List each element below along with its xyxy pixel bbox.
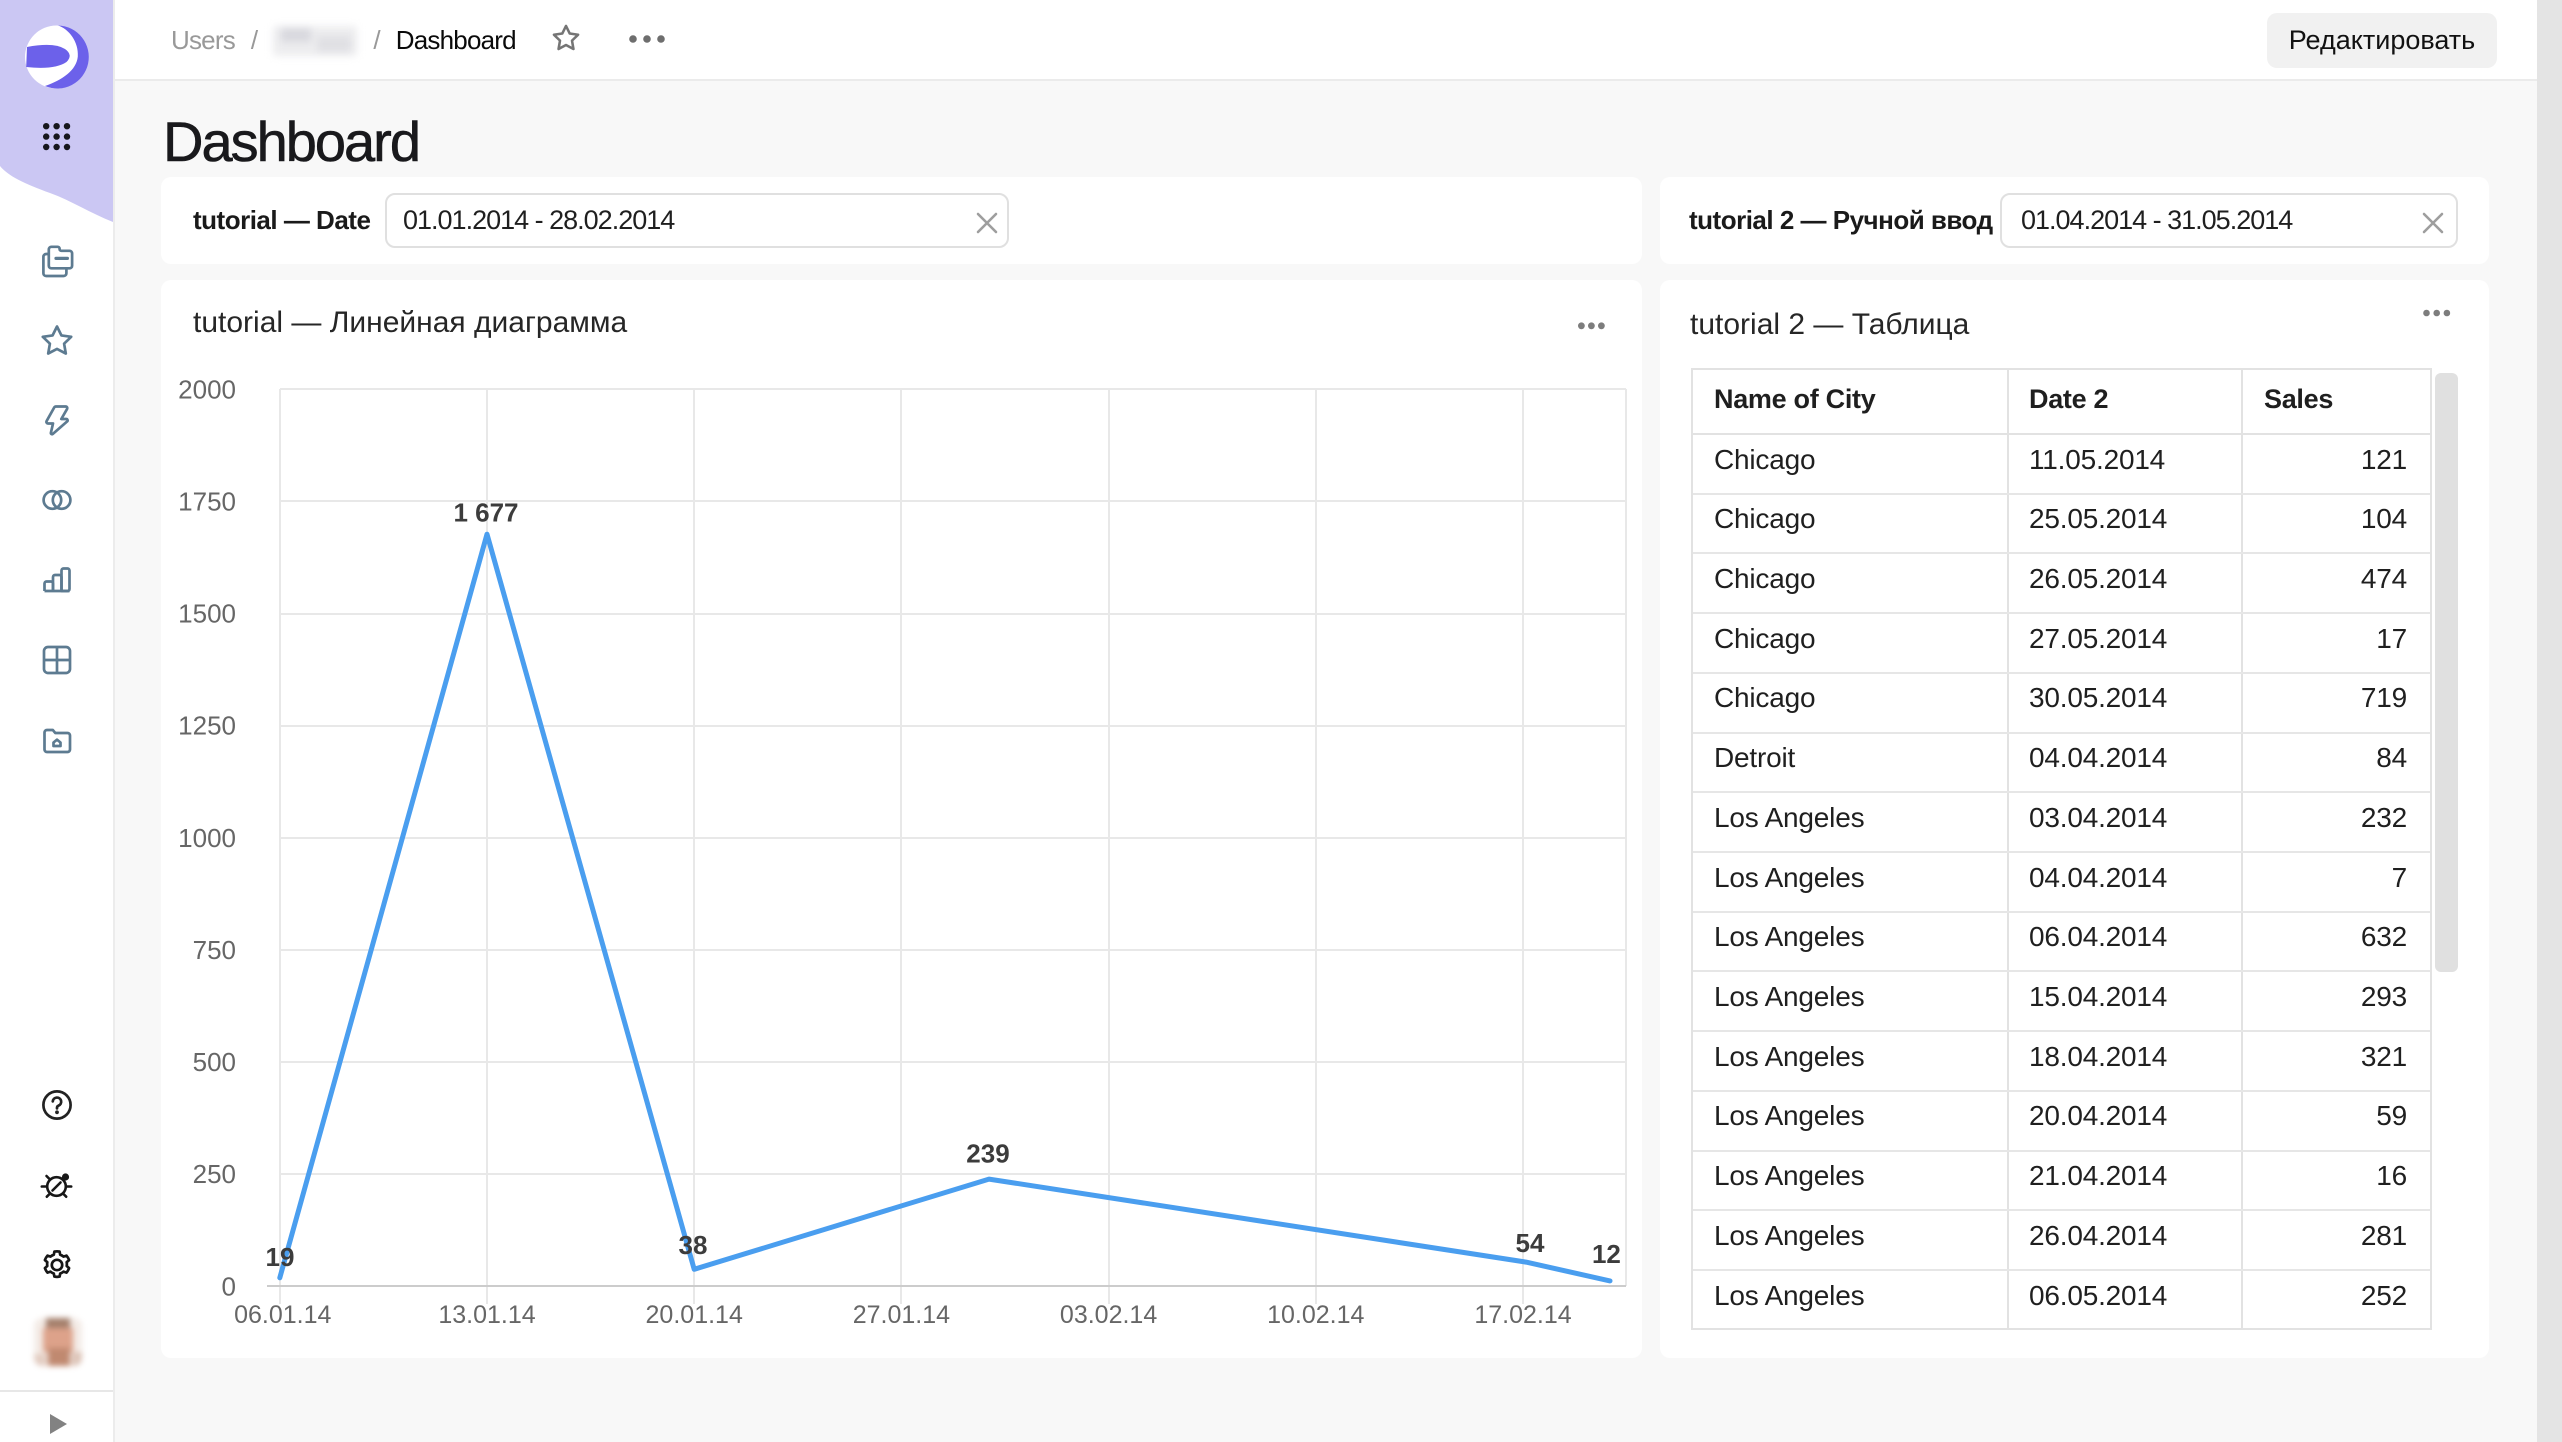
- svg-text:239: 239: [966, 1139, 1009, 1169]
- svg-text:10.02.14: 10.02.14: [1267, 1301, 1364, 1329]
- svg-text:38: 38: [679, 1230, 708, 1260]
- svg-text:0: 0: [222, 1271, 236, 1301]
- svg-text:20.01.14: 20.01.14: [646, 1301, 743, 1329]
- svg-text:19: 19: [266, 1242, 295, 1272]
- svg-text:1000: 1000: [178, 823, 236, 853]
- svg-text:2000: 2000: [178, 374, 236, 404]
- svg-text:1250: 1250: [178, 711, 236, 741]
- svg-text:54: 54: [1516, 1228, 1545, 1258]
- svg-text:13.01.14: 13.01.14: [438, 1301, 535, 1329]
- svg-text:27.01.14: 27.01.14: [853, 1301, 950, 1329]
- svg-text:1750: 1750: [178, 487, 236, 517]
- svg-text:06.01.14: 06.01.14: [234, 1301, 331, 1329]
- svg-text:17.02.14: 17.02.14: [1474, 1301, 1571, 1329]
- svg-text:12: 12: [1592, 1239, 1621, 1269]
- svg-text:1 677: 1 677: [453, 497, 518, 527]
- svg-text:03.02.14: 03.02.14: [1060, 1301, 1157, 1329]
- svg-text:1500: 1500: [178, 599, 236, 629]
- svg-text:500: 500: [193, 1047, 236, 1077]
- svg-text:250: 250: [193, 1159, 236, 1189]
- svg-text:750: 750: [193, 935, 236, 965]
